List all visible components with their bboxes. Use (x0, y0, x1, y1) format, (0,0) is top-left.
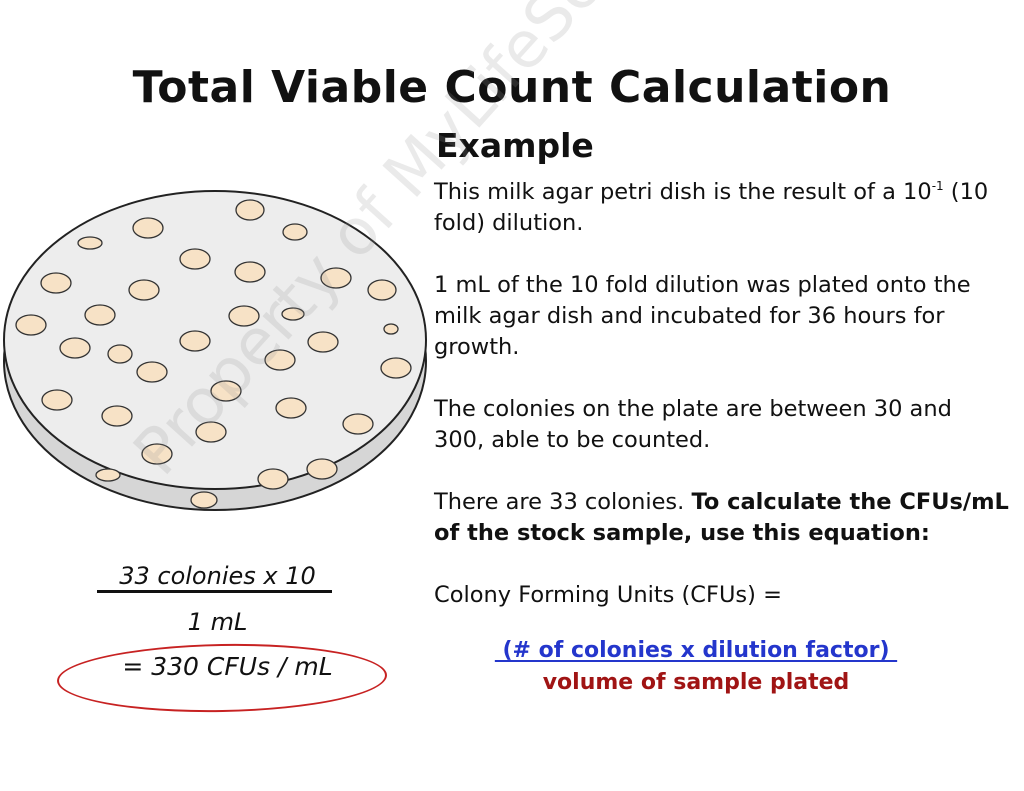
handwritten-result: = 330 CFUs / mL (122, 652, 333, 681)
colony (367, 279, 397, 301)
colony (342, 413, 374, 435)
colony (95, 468, 121, 482)
colony (128, 279, 160, 301)
colony (257, 468, 289, 490)
formula-denominator: volume of sample plated (542, 670, 850, 695)
slide-subtitle: Example (436, 126, 594, 165)
colony (235, 199, 265, 221)
colony (190, 491, 218, 509)
colony (234, 261, 266, 283)
colony (179, 330, 211, 352)
petri-dish-illustration (3, 190, 427, 511)
colony (307, 331, 339, 353)
paragraph-dilution: This milk agar petri dish is the result … (434, 179, 989, 236)
paragraph-plating: 1 mL of the 10 fold dilution was plated … (434, 272, 971, 360)
colony (132, 217, 164, 239)
slide-title: Total Viable Count Calculation (132, 62, 892, 113)
colony (77, 236, 103, 250)
colony (41, 389, 73, 411)
paragraph-colony-count: There are 33 colonies. To calculate the … (434, 489, 1009, 546)
colony (306, 458, 338, 480)
colony (136, 361, 168, 383)
colony (264, 349, 296, 371)
explanation-text: This milk agar petri dish is the result … (434, 177, 1009, 611)
colony (15, 314, 47, 336)
colony (179, 248, 211, 270)
colony (84, 304, 116, 326)
colony (282, 223, 308, 241)
paragraph-countable-range: The colonies on the plate are between 30… (434, 396, 952, 453)
handwritten-numerator: 33 colonies x 10 (119, 562, 316, 590)
colony (59, 337, 91, 359)
formula-numerator: (# of colonies x dilution factor) (494, 638, 898, 663)
colony (141, 443, 173, 465)
colony (210, 380, 242, 402)
handwritten-fraction-line (97, 590, 332, 593)
colony (281, 307, 305, 321)
formula-label: Colony Forming Units (CFUs) = (434, 582, 782, 608)
colony (195, 421, 227, 443)
colony (275, 397, 307, 419)
colony (380, 357, 412, 379)
colony (40, 272, 72, 294)
colony (320, 267, 352, 289)
handwritten-denominator: 1 mL (187, 608, 248, 636)
colony (101, 405, 133, 427)
colonies (15, 199, 412, 509)
colony (107, 344, 133, 364)
colony (383, 323, 399, 335)
exponent: -1 (931, 179, 944, 193)
colony (228, 305, 260, 327)
